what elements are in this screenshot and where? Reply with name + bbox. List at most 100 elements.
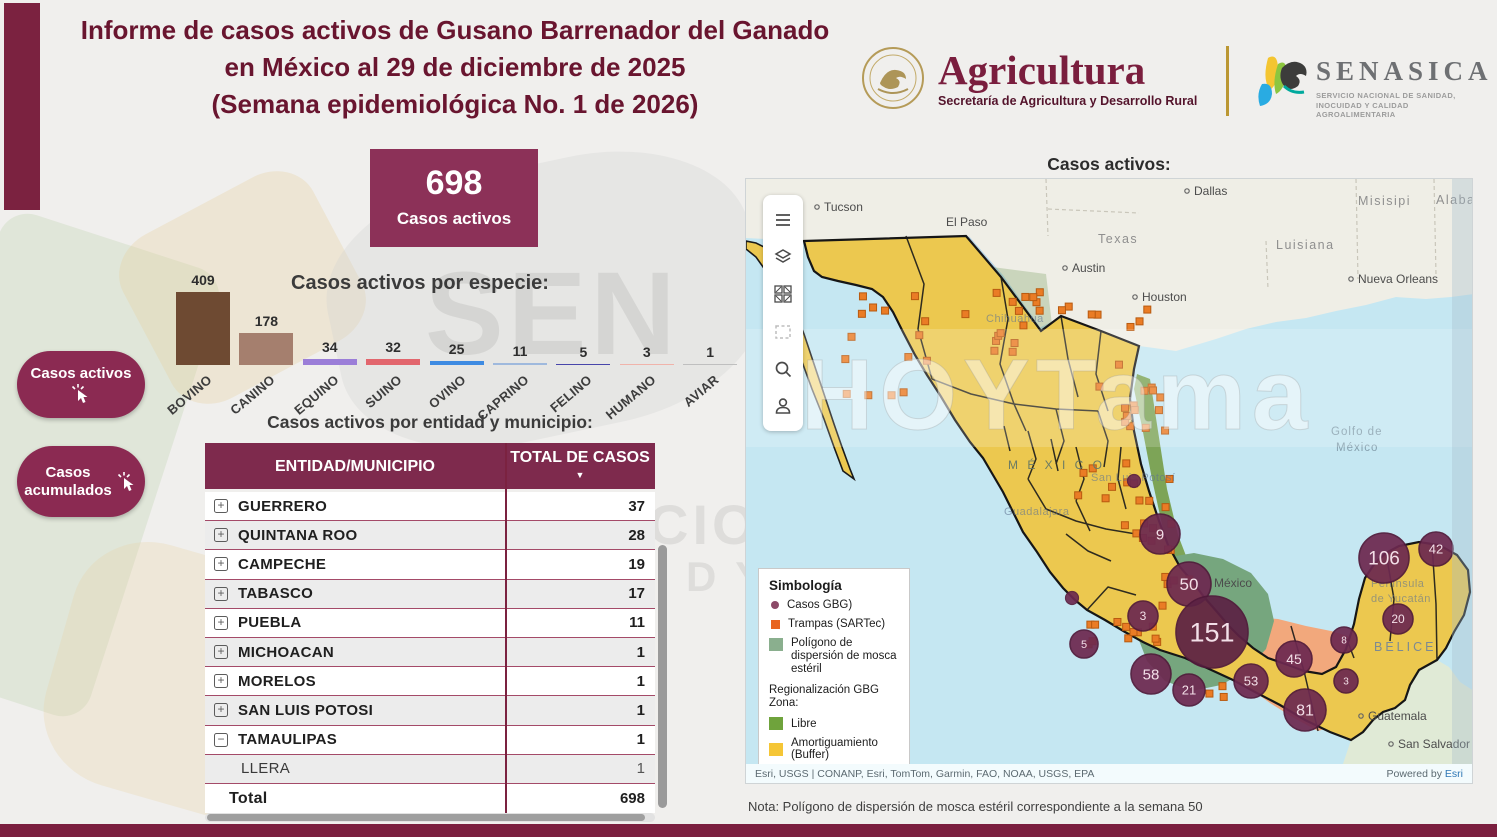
entity-cell: LLERA bbox=[205, 760, 505, 777]
table-row-tabasco[interactable]: + TABASCO 17 bbox=[205, 579, 655, 609]
agriculture-subtitle: Secretaría de Agricultura y Desarrollo R… bbox=[938, 94, 1198, 108]
trap-marker bbox=[1135, 317, 1144, 326]
case-bubble-value: 106 bbox=[1368, 549, 1400, 570]
case-bubble[interactable] bbox=[1418, 531, 1454, 567]
case-bubble-value: 5 bbox=[1081, 639, 1087, 651]
bar-ovino[interactable]: 25 bbox=[429, 265, 484, 365]
basemap-gallery-icon[interactable] bbox=[772, 283, 794, 305]
case-bubble[interactable] bbox=[1130, 653, 1172, 695]
esri-link[interactable]: Esri bbox=[1444, 767, 1463, 780]
expand-icon[interactable]: + bbox=[214, 528, 228, 543]
map-label: BELICE bbox=[1374, 640, 1436, 654]
case-bubble[interactable] bbox=[1275, 640, 1313, 678]
table-title: Casos activos por entidad y municipio: bbox=[267, 412, 593, 432]
legend-zone-item: Libre bbox=[769, 717, 901, 730]
trap-marker bbox=[1087, 310, 1096, 319]
total-value: 698 bbox=[619, 790, 645, 807]
accumulated-cases-button[interactable]: Casos acumulados bbox=[17, 446, 145, 517]
bar-rect bbox=[302, 359, 357, 365]
account-icon[interactable] bbox=[772, 395, 794, 417]
trap-marker bbox=[1161, 503, 1170, 512]
zone-color-chip bbox=[769, 742, 783, 756]
bar-suino[interactable]: 32 bbox=[366, 265, 421, 365]
bar-value-label: 32 bbox=[385, 339, 401, 355]
case-bubble[interactable] bbox=[1333, 668, 1359, 694]
trap-marker bbox=[1008, 297, 1017, 306]
trap-marker bbox=[1035, 288, 1044, 297]
column-header-total[interactable]: TOTAL DE CASOS ▼ bbox=[505, 443, 655, 489]
title-line-3: (Semana epidemiológica No. 1 de 2026) bbox=[211, 89, 699, 119]
case-bubble[interactable] bbox=[1175, 595, 1249, 669]
bar-humano[interactable]: 3 bbox=[619, 265, 674, 365]
select-extent-icon[interactable] bbox=[772, 321, 794, 343]
map-label: Alabam bbox=[1436, 193, 1473, 207]
trap-marker bbox=[915, 331, 924, 340]
table-row-quintana-roo[interactable]: + QUINTANA ROO 28 bbox=[205, 521, 655, 551]
map-label: M É X I C O bbox=[1008, 457, 1105, 472]
case-bubble[interactable] bbox=[1139, 513, 1181, 555]
collapse-icon[interactable]: − bbox=[214, 732, 228, 747]
map-label: de Yucatán bbox=[1371, 593, 1431, 605]
menu-icon[interactable] bbox=[772, 209, 794, 231]
case-dot[interactable] bbox=[1126, 473, 1142, 489]
table-horizontal-scrollbar[interactable] bbox=[207, 814, 645, 821]
trap-marker bbox=[1219, 692, 1228, 701]
bar-caprino[interactable]: 11 bbox=[493, 265, 547, 365]
expand-icon[interactable]: + bbox=[214, 615, 228, 630]
active-cases-badge: 698 Casos activos bbox=[370, 149, 538, 247]
case-bubble[interactable] bbox=[1283, 688, 1327, 732]
trap-marker bbox=[1149, 386, 1158, 395]
bar-value-label: 11 bbox=[512, 343, 528, 359]
mexico-cases-map[interactable]: Tucson El Paso Dallas Texas Austin Houston Lui… bbox=[745, 178, 1473, 784]
expand-icon[interactable]: + bbox=[214, 557, 228, 572]
table-row-san-luis-potosi[interactable]: + SAN LUIS POTOSI 1 bbox=[205, 696, 655, 726]
bar-canino[interactable]: 178 bbox=[239, 265, 294, 365]
case-bubble[interactable] bbox=[1233, 663, 1269, 699]
click-hand-icon bbox=[117, 471, 134, 491]
bar-bovino[interactable]: 409 bbox=[176, 265, 230, 365]
entity-total: 1 bbox=[636, 731, 645, 749]
case-bubble[interactable] bbox=[1358, 532, 1410, 584]
case-bubble[interactable] bbox=[1330, 626, 1358, 654]
expand-icon[interactable]: + bbox=[214, 645, 228, 660]
table-row-campeche[interactable]: + CAMPECHE 19 bbox=[205, 550, 655, 580]
entity-cell: + PUEBLA bbox=[205, 614, 505, 631]
column-header-entity[interactable]: ENTIDAD/MUNICIPIO bbox=[275, 457, 435, 475]
table-row-llera[interactable]: LLERA 1 bbox=[205, 754, 655, 784]
map-label: Tucson bbox=[824, 200, 863, 214]
entity-cell: − TAMAULIPAS bbox=[205, 731, 505, 748]
table-row-tamaulipas[interactable]: − TAMAULIPAS 1 bbox=[205, 725, 655, 755]
expand-icon[interactable]: + bbox=[214, 674, 228, 689]
case-bubble-value: 58 bbox=[1143, 666, 1160, 683]
trap-marker bbox=[841, 355, 850, 364]
accumulated-cases-button-label: Casos acumulados bbox=[24, 463, 112, 499]
layers-icon[interactable] bbox=[772, 246, 794, 268]
case-bubbles-layer: 9 50 3 151 5 58 21 53 45 8 3 81 106 42 20 bbox=[1064, 473, 1454, 732]
table-vertical-scrollbar[interactable] bbox=[658, 545, 667, 808]
case-dot[interactable] bbox=[1064, 590, 1080, 606]
expand-icon[interactable]: + bbox=[214, 586, 228, 601]
case-bubble[interactable] bbox=[1382, 603, 1414, 635]
case-bubble[interactable] bbox=[1127, 600, 1159, 632]
legend-title: Simbología bbox=[769, 578, 842, 593]
entity-name: SAN LUIS POTOSI bbox=[238, 701, 374, 719]
case-bubble[interactable] bbox=[1172, 673, 1206, 707]
bar-equino[interactable]: 34 bbox=[302, 265, 357, 365]
table-row-michoacan[interactable]: + MICHOACAN 1 bbox=[205, 637, 655, 668]
bar-felino[interactable]: 5 bbox=[556, 265, 611, 365]
trap-marker bbox=[990, 346, 999, 355]
entity-cell: + CAMPECHE bbox=[205, 556, 505, 573]
expand-icon[interactable]: + bbox=[214, 499, 228, 514]
trap-marker bbox=[1114, 360, 1123, 369]
bar-aviar[interactable]: 1 bbox=[683, 265, 738, 365]
expand-icon[interactable]: + bbox=[214, 703, 228, 718]
case-bubble[interactable] bbox=[1069, 629, 1099, 659]
table-row-puebla[interactable]: + PUEBLA 11 bbox=[205, 608, 655, 638]
table-row-guerrero[interactable]: + GUERRERO 37 bbox=[205, 492, 655, 522]
map-canvas: Tucson El Paso Dallas Texas Austin Houston Lui… bbox=[746, 179, 1473, 767]
search-icon[interactable] bbox=[772, 358, 794, 380]
table-row-morelos[interactable]: + MORELOS 1 bbox=[205, 667, 655, 697]
active-cases-button[interactable]: Casos activos bbox=[17, 351, 145, 418]
active-cases-count: 698 bbox=[425, 164, 483, 202]
trap-marker bbox=[1151, 634, 1160, 643]
